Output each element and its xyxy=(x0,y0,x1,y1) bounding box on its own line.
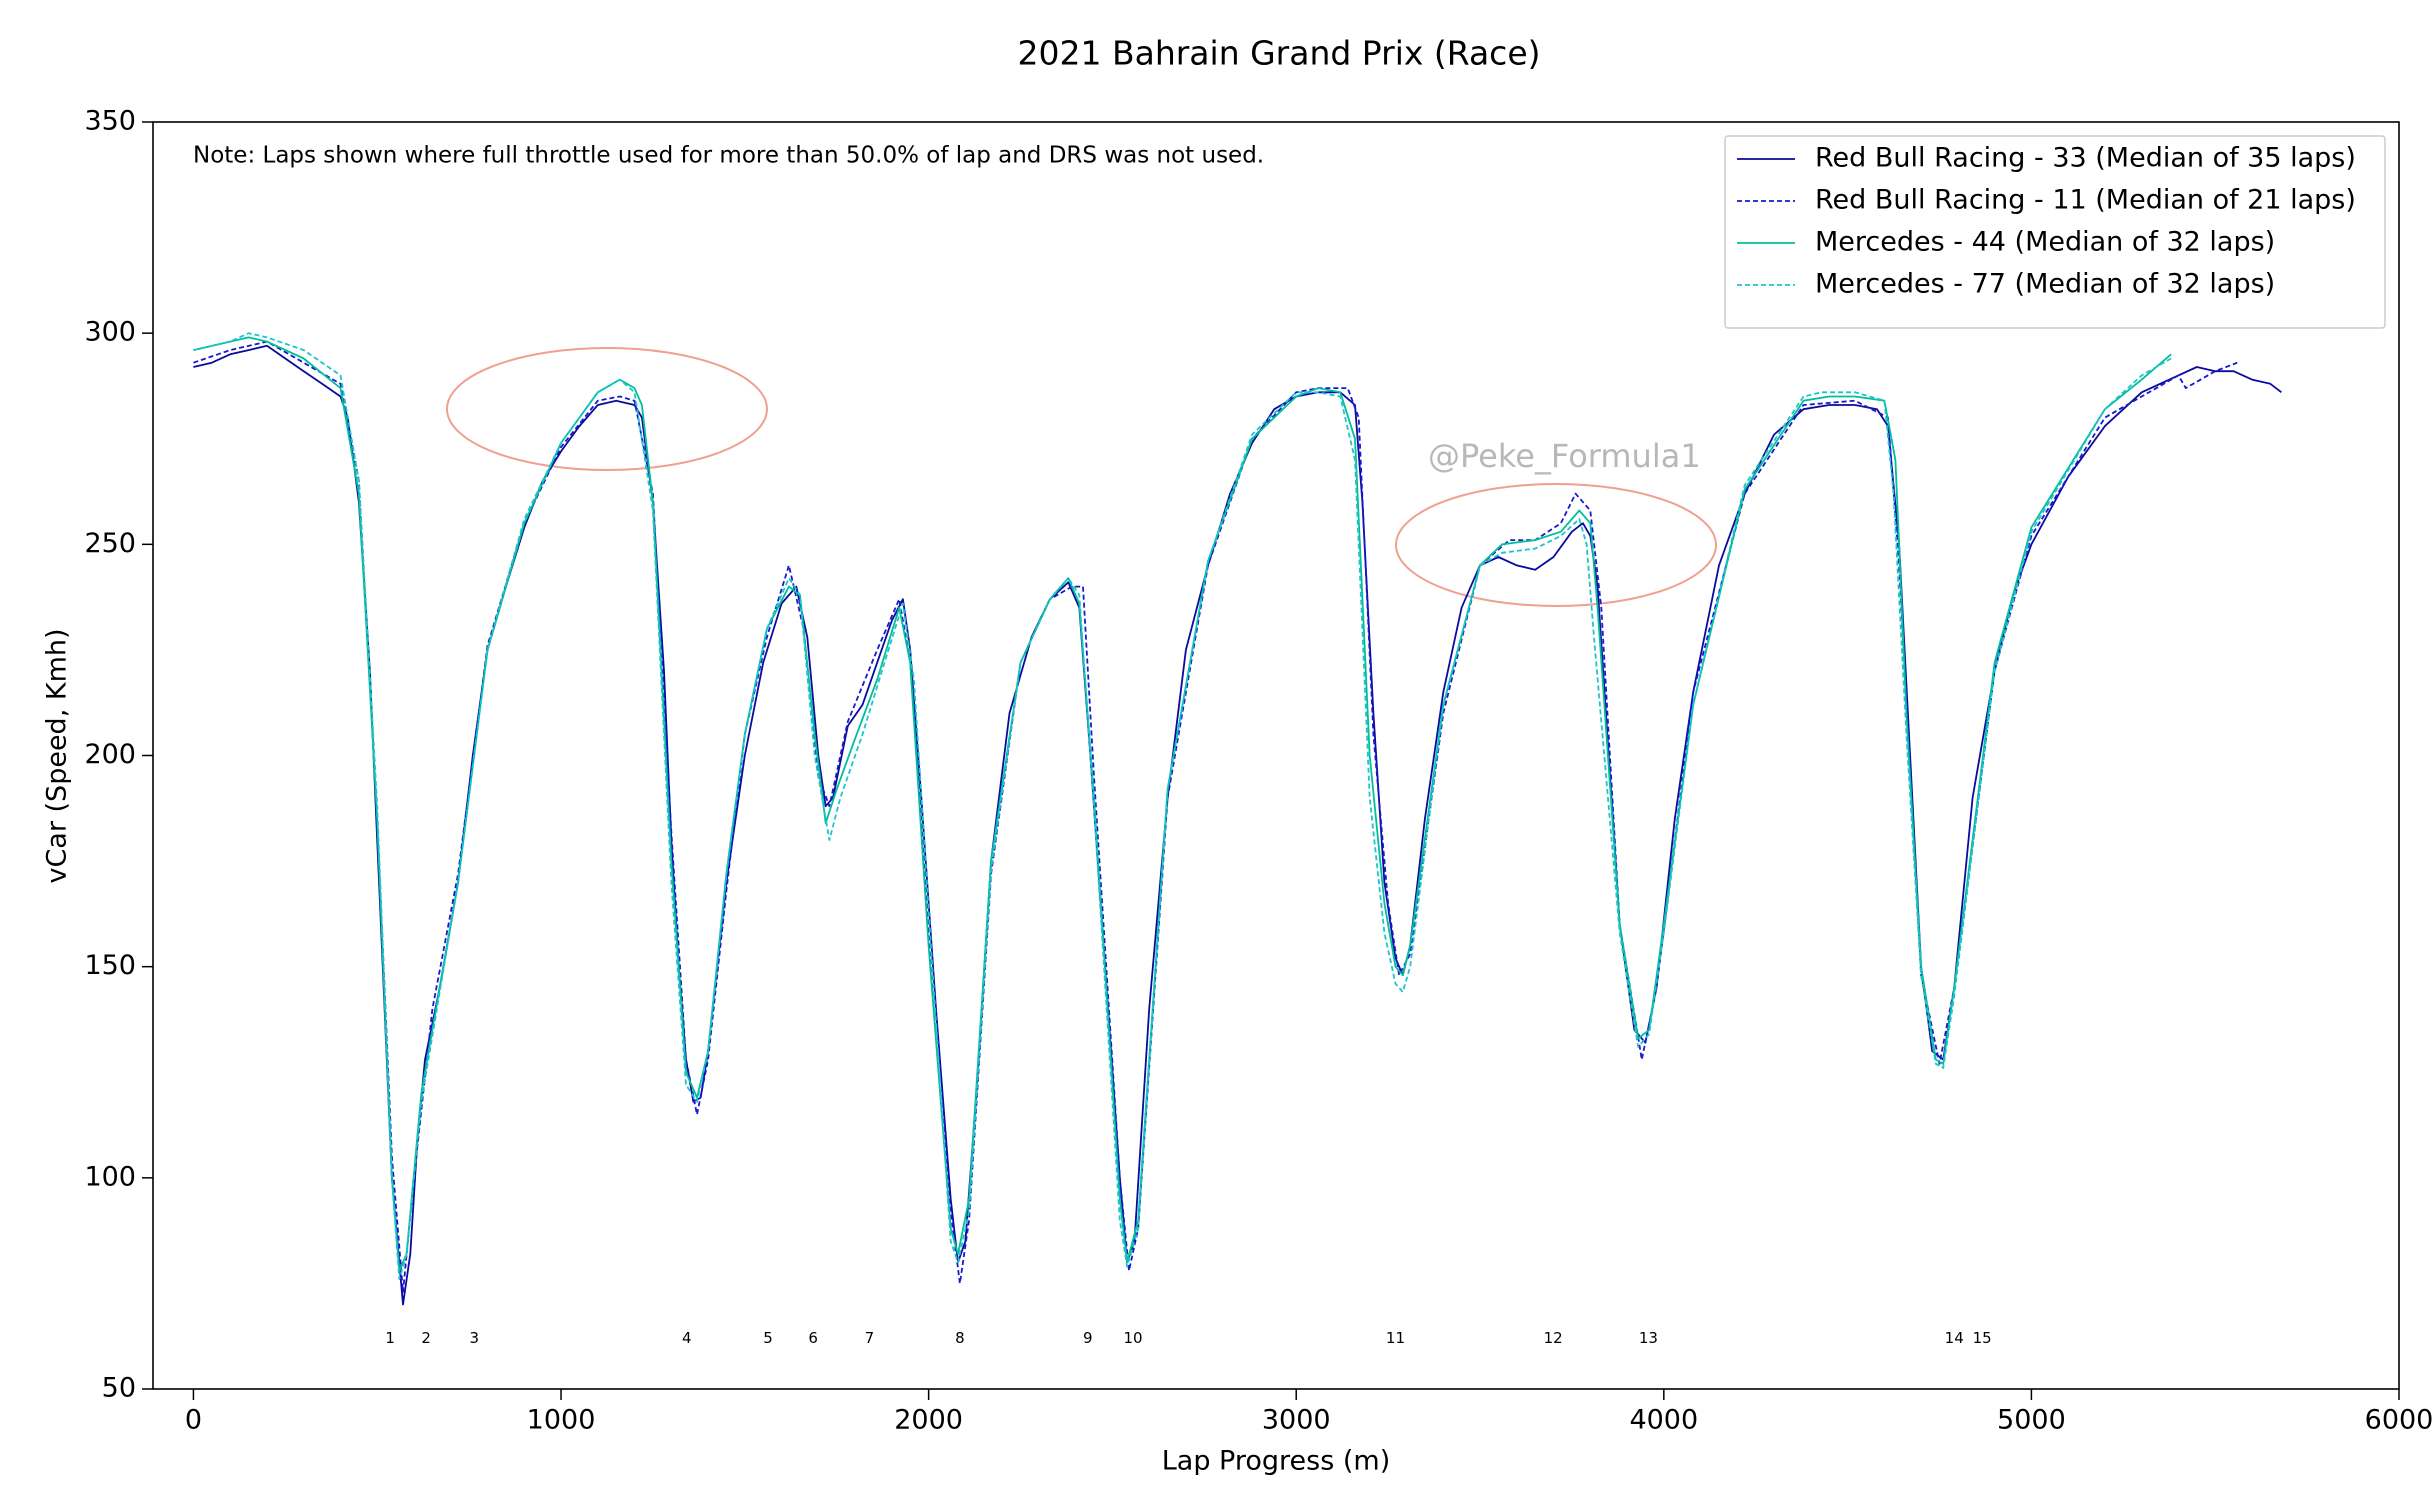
x-tick-label: 5000 xyxy=(1997,1405,2066,1436)
corner-label: 12 xyxy=(1544,1329,1563,1347)
corner-label: 3 xyxy=(470,1329,480,1347)
legend-label: Mercedes - 44 (Median of 32 laps) xyxy=(1815,227,2275,258)
legend-label: Red Bull Racing - 11 (Median of 21 laps) xyxy=(1815,185,2356,216)
corner-label: 2 xyxy=(421,1329,431,1347)
chart-title: 2021 Bahrain Grand Prix (Race) xyxy=(1017,34,1540,73)
corner-label: 4 xyxy=(682,1329,692,1347)
x-tick-label: 0 xyxy=(185,1405,202,1436)
corner-label: 7 xyxy=(865,1329,875,1347)
legend-label: Mercedes - 77 (Median of 32 laps) xyxy=(1815,269,2275,300)
y-tick-label: 350 xyxy=(84,106,136,137)
plot-area: 1 2 3 4 5 6 7 8 9 10 11 12 13 14 15 xyxy=(193,332,2282,1347)
y-axis-label: vCar (Speed, Kmh) xyxy=(42,628,73,883)
corner-label: 6 xyxy=(808,1329,818,1347)
highlight-ellipse xyxy=(1395,483,1717,607)
legend-box xyxy=(1724,135,2386,329)
corner-label: 11 xyxy=(1386,1329,1405,1347)
x-tick-label: 3000 xyxy=(1262,1405,1331,1436)
y-tick-label: 300 xyxy=(84,317,136,348)
corner-label: 8 xyxy=(955,1329,965,1347)
series-line xyxy=(193,340,2238,1293)
series-line xyxy=(193,332,2172,1281)
highlight-ellipse xyxy=(446,347,768,471)
watermark: @Peke_Formula1 xyxy=(1428,437,1701,475)
legend-label: Red Bull Racing - 33 (Median of 35 laps) xyxy=(1815,143,2356,174)
x-tick-label: 4000 xyxy=(1629,1405,1698,1436)
corner-label: 15 xyxy=(1973,1329,1992,1347)
note: Note: Laps shown where full throttle use… xyxy=(193,143,1264,169)
x-tick-label: 2000 xyxy=(894,1405,963,1436)
corner-label: 10 xyxy=(1123,1329,1142,1347)
corner-label: 5 xyxy=(763,1329,773,1347)
y-tick-label: 200 xyxy=(84,739,136,770)
legend: Red Bull Racing - 33 (Median of 35 laps)… xyxy=(1724,135,2386,329)
y-tick-label: 100 xyxy=(84,1161,136,1192)
y-tick-label: 50 xyxy=(102,1373,136,1404)
y-tick-label: 250 xyxy=(84,528,136,559)
corner-label: 13 xyxy=(1639,1329,1658,1347)
y-tick-label: 150 xyxy=(84,950,136,981)
corner-label: 14 xyxy=(1945,1329,1964,1347)
x-tick-label: 1000 xyxy=(527,1405,596,1436)
x-tick-label: 6000 xyxy=(2365,1405,2434,1436)
x-axis-label: Lap Progress (m) xyxy=(1162,1446,1391,1477)
corner-label: 1 xyxy=(385,1329,395,1347)
corner-label: 9 xyxy=(1083,1329,1093,1347)
